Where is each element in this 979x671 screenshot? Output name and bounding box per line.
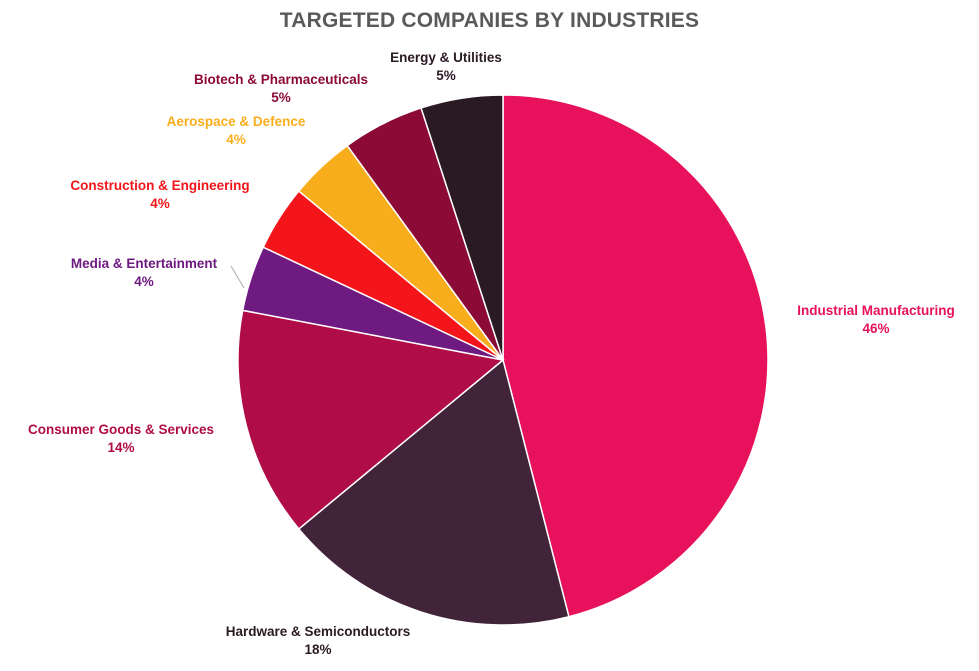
label-biotech-pharmaceuticals: Biotech & Pharmaceuticals 5% <box>194 71 368 107</box>
slice-name: Industrial Manufacturing <box>797 303 955 318</box>
slice-percent: 14% <box>107 440 135 455</box>
label-energy-utilities: Energy & Utilities 5% <box>390 49 502 85</box>
slice-percent: 5% <box>436 68 456 83</box>
label-media-entertainment: Media & Entertainment 4% <box>71 255 217 291</box>
label-construction-engineering: Construction & Engineering 4% <box>70 177 249 213</box>
slice-percent: 18% <box>304 642 332 657</box>
label-industrial-manufacturing: Industrial Manufacturing 46% <box>797 302 955 338</box>
slice-percent: 4% <box>226 132 246 147</box>
slice-name: Consumer Goods & Services <box>27 422 215 437</box>
chart-title: TARGETED COMPANIES BY INDUSTRIES <box>279 9 700 32</box>
label-hardware-semiconductors: Hardware & Semiconductors 18% <box>226 623 411 659</box>
pie-slice-consumer-goods-services <box>237 309 505 530</box>
slice-name: Aerospace & Defence <box>166 114 306 129</box>
slice-percent: 4% <box>134 274 154 289</box>
media-leader-line <box>230 265 245 289</box>
slice-percent: 4% <box>150 196 170 211</box>
pie-slice-industrial-manufacturing <box>502 94 769 618</box>
label-aerospace-defence: Aerospace & Defence 4% <box>167 113 306 149</box>
slice-percent: 5% <box>271 90 291 105</box>
label-consumer-goods-services: Consumer Goods & Services 14% <box>28 421 214 457</box>
slice-percent: 46% <box>862 321 890 336</box>
slice-name: Hardware & Semiconductors <box>225 624 411 639</box>
pie-slice-hardware-semiconductors <box>297 358 570 626</box>
slice-name: Biotech & Pharmaceuticals <box>193 72 369 87</box>
slice-name: Media & Entertainment <box>70 256 218 271</box>
slice-name: Energy & Utilities <box>390 50 502 65</box>
slice-name: Construction & Engineering <box>70 178 250 193</box>
pie-slice-energy-utilities <box>420 94 504 361</box>
